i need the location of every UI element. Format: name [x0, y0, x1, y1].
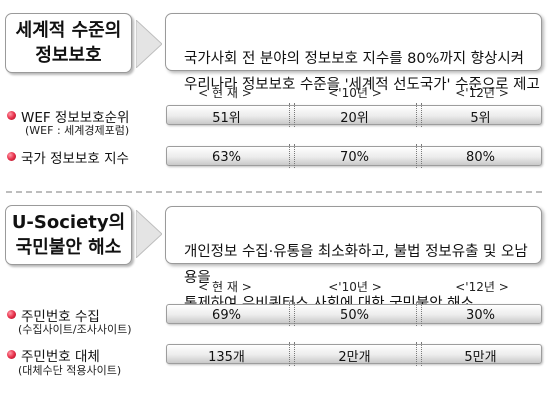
section2-row2-value-2010: 2만개 [338, 349, 371, 365]
section2-row2-label: 주민번호 대체 [21, 349, 100, 365]
section1-row1-value-2012: 5위 [470, 110, 491, 126]
section1-arrow-icon [136, 20, 162, 68]
section2-title: U-Society의 국민불안 해소 [11, 212, 126, 258]
section2-row1-value-current: 69% [212, 307, 241, 323]
section1-description: 국가사회 전 분야의 정보보호 지수를 80%까지 향상시켜 우리나라 정보보호… [184, 51, 540, 93]
section1-row2-bullet-icon [7, 152, 16, 161]
section-divider [6, 191, 542, 193]
section2-row2-bullet-icon [7, 350, 16, 359]
section2-row2-sublabel: (대체수단 적용사이트) [18, 364, 122, 377]
section2-row2-separator [416, 342, 422, 366]
section1-row2-value-2010: 70% [340, 149, 369, 165]
section1-description-box: 국가사회 전 분야의 정보보호 지수를 80%까지 향상시켜 우리나라 정보보호… [165, 13, 542, 93]
section1-row1-value-current: 51위 [212, 110, 241, 126]
section1-row2-separator [416, 144, 422, 168]
section2-col-header-current: < 현 재 > [198, 280, 252, 294]
section1-col-header-2012: <'12년 > [455, 86, 509, 100]
section1-title-box: 세계적 수준의 정보보호 [5, 13, 132, 73]
section2-row1-separator [416, 302, 422, 326]
section2-col-header-2010: <'10년 > [328, 280, 382, 294]
section1-row1-sublabel: (WEF : 세계경제포럼) [25, 124, 130, 137]
section2-col-header-2012: <'12년 > [455, 280, 509, 294]
section2-row2-value-current: 135개 [208, 349, 245, 365]
section2-row2-bar [166, 344, 542, 364]
section2-row1-bullet-icon [7, 310, 16, 319]
section1-row2-label: 국가 정보보호 지수 [21, 151, 129, 167]
section2-title-box: U-Society의 국민불안 해소 [5, 205, 132, 265]
section1-col-header-2010: <'10년 > [328, 86, 382, 100]
section1-row1-value-2010: 20위 [340, 110, 369, 126]
section2-row2-value-2012: 5만개 [464, 349, 497, 365]
section2-row1-bar [166, 304, 542, 324]
section1-row1-bar [166, 105, 542, 125]
section2-row1-value-2010: 50% [340, 307, 369, 323]
section2-arrow-icon [136, 210, 162, 258]
section2-description-box: 개인정보 수집·유통을 최소화하고, 불법 정보유출 및 오남용을 통제하여 유… [165, 206, 542, 312]
section1-row2-value-current: 63% [212, 149, 241, 165]
section2-row1-value-2012: 30% [466, 307, 495, 323]
section2-row2-separator [289, 342, 295, 366]
section2-row1-sublabel: (수집사이트/조사사이트) [18, 323, 132, 336]
section1-row2-bar [166, 146, 542, 166]
section1-row1-separator [289, 103, 295, 127]
section1-row1-bullet-icon [7, 111, 16, 120]
section1-row2-separator [289, 144, 295, 168]
section2-row1-separator [289, 302, 295, 326]
section1-row2-value-2012: 80% [466, 149, 495, 165]
section2-row1-label: 주민번호 수집 [21, 309, 100, 325]
section1-row1-label: WEF 정보보호순위 [21, 110, 130, 126]
section1-row1-separator [416, 103, 422, 127]
section1-col-header-current: < 현 재 > [198, 86, 252, 100]
section1-title: 세계적 수준의 정보보호 [15, 20, 122, 66]
